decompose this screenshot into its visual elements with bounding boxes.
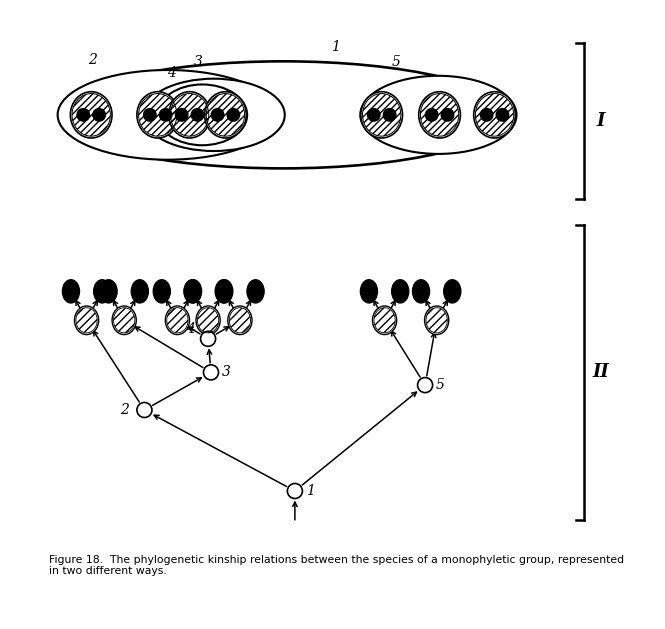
Ellipse shape <box>169 92 210 138</box>
Circle shape <box>441 109 454 121</box>
Ellipse shape <box>112 306 136 335</box>
Circle shape <box>137 403 152 418</box>
Ellipse shape <box>137 92 179 138</box>
Circle shape <box>227 109 239 121</box>
Ellipse shape <box>424 306 449 335</box>
Ellipse shape <box>215 280 233 303</box>
Text: II: II <box>592 364 608 381</box>
Text: 2: 2 <box>120 403 129 417</box>
Text: 5: 5 <box>436 378 444 392</box>
Circle shape <box>176 109 188 121</box>
Text: 1: 1 <box>307 484 315 498</box>
Ellipse shape <box>360 280 378 303</box>
Ellipse shape <box>70 92 112 138</box>
Circle shape <box>201 331 215 347</box>
Circle shape <box>160 109 172 121</box>
Ellipse shape <box>228 306 252 335</box>
Text: 3: 3 <box>194 55 203 69</box>
Ellipse shape <box>372 306 397 335</box>
Ellipse shape <box>100 280 117 303</box>
Ellipse shape <box>215 280 232 303</box>
Ellipse shape <box>153 280 170 303</box>
Text: 5: 5 <box>392 55 400 69</box>
Circle shape <box>418 377 433 392</box>
Text: 2: 2 <box>88 53 97 67</box>
Ellipse shape <box>158 84 247 145</box>
Ellipse shape <box>63 280 80 303</box>
Circle shape <box>77 109 90 121</box>
Text: 1: 1 <box>331 40 340 53</box>
Ellipse shape <box>205 92 246 138</box>
Text: 4: 4 <box>167 65 176 80</box>
Ellipse shape <box>247 280 264 303</box>
Ellipse shape <box>166 306 190 335</box>
Ellipse shape <box>412 280 430 303</box>
Ellipse shape <box>94 280 111 303</box>
Text: 3: 3 <box>221 365 230 379</box>
Circle shape <box>211 109 224 121</box>
Text: I: I <box>597 111 604 130</box>
Text: 4: 4 <box>186 323 195 337</box>
Ellipse shape <box>74 306 98 335</box>
Circle shape <box>287 484 303 499</box>
Circle shape <box>496 109 509 121</box>
Ellipse shape <box>143 79 285 151</box>
Circle shape <box>144 109 156 121</box>
Ellipse shape <box>184 280 201 303</box>
Ellipse shape <box>360 75 517 154</box>
Circle shape <box>203 365 219 380</box>
Ellipse shape <box>392 280 409 303</box>
Ellipse shape <box>196 306 220 335</box>
Circle shape <box>426 109 438 121</box>
Circle shape <box>93 109 105 121</box>
Ellipse shape <box>61 61 506 169</box>
Circle shape <box>192 109 203 121</box>
Ellipse shape <box>473 92 515 138</box>
Ellipse shape <box>444 280 461 303</box>
Ellipse shape <box>419 92 460 138</box>
Circle shape <box>383 109 396 121</box>
Ellipse shape <box>361 92 402 138</box>
Ellipse shape <box>131 280 148 303</box>
Ellipse shape <box>58 70 277 160</box>
Text: Figure 18.  The phylogenetic kinship relations between the species of a monophyl: Figure 18. The phylogenetic kinship rela… <box>49 555 624 576</box>
Circle shape <box>368 109 380 121</box>
Ellipse shape <box>184 280 201 303</box>
Circle shape <box>480 109 493 121</box>
